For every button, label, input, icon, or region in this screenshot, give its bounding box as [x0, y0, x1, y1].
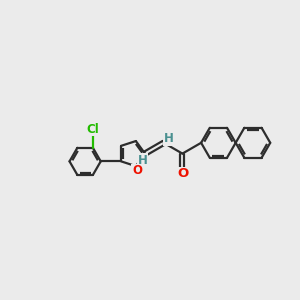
Text: Cl: Cl — [86, 123, 99, 136]
Text: O: O — [177, 167, 188, 180]
Text: H: H — [138, 154, 148, 167]
Text: H: H — [164, 132, 174, 145]
Text: O: O — [132, 164, 142, 178]
